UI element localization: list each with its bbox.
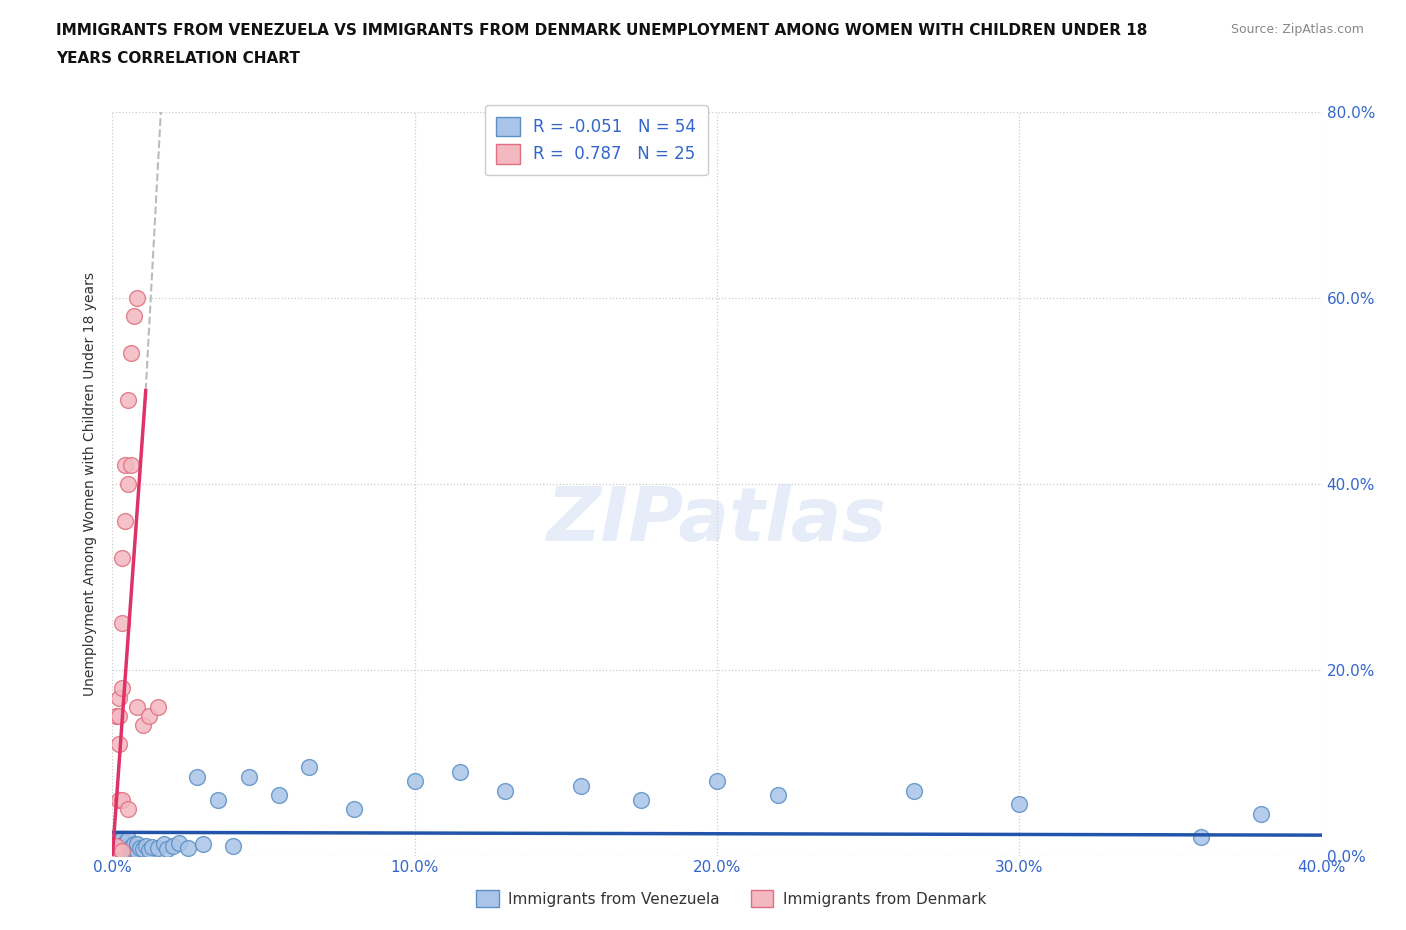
Point: [298, 760, 321, 775]
Point: [114, 458, 136, 472]
Point: [120, 346, 142, 361]
Point: [104, 841, 127, 856]
Point: [122, 843, 145, 857]
Legend: R = -0.051   N = 54, R =  0.787   N = 25: R = -0.051 N = 54, R = 0.787 N = 25: [485, 105, 707, 175]
Point: [117, 831, 139, 846]
Point: [125, 837, 148, 852]
Point: [120, 458, 142, 472]
Point: [207, 792, 229, 807]
Point: [120, 844, 142, 859]
Point: [104, 846, 127, 861]
Point: [125, 290, 148, 305]
Point: [1189, 830, 1212, 844]
Point: [120, 840, 142, 855]
Point: [110, 681, 132, 696]
Legend: Immigrants from Venezuela, Immigrants from Denmark: Immigrants from Venezuela, Immigrants fr…: [470, 884, 993, 913]
Point: [117, 802, 139, 817]
Text: Source: ZipAtlas.com: Source: ZipAtlas.com: [1230, 23, 1364, 36]
Point: [110, 792, 132, 807]
Point: [177, 841, 200, 856]
Point: [110, 837, 132, 852]
Point: [135, 839, 157, 854]
Point: [125, 699, 148, 714]
Point: [107, 690, 129, 705]
Point: [110, 616, 132, 631]
Point: [104, 709, 127, 724]
Point: [107, 709, 129, 724]
Point: [146, 699, 169, 714]
Point: [107, 834, 129, 849]
Point: [167, 835, 190, 850]
Point: [107, 839, 129, 854]
Point: [107, 845, 129, 860]
Point: [156, 842, 179, 857]
Point: [404, 774, 426, 789]
Point: [186, 769, 208, 784]
Point: [114, 841, 136, 856]
Point: [104, 844, 127, 858]
Point: [138, 709, 160, 724]
Point: [114, 845, 136, 860]
Point: [128, 841, 150, 856]
Point: [110, 831, 132, 846]
Point: [141, 840, 163, 855]
Text: ZIPatlas: ZIPatlas: [547, 485, 887, 557]
Point: [132, 718, 155, 733]
Point: [222, 839, 245, 854]
Point: [110, 844, 132, 858]
Point: [107, 792, 129, 807]
Point: [117, 844, 139, 858]
Point: [343, 802, 366, 817]
Point: [146, 841, 169, 856]
Point: [903, 783, 925, 798]
Point: [117, 392, 139, 407]
Text: IMMIGRANTS FROM VENEZUELA VS IMMIGRANTS FROM DENMARK UNEMPLOYMENT AMONG WOMEN WI: IMMIGRANTS FROM VENEZUELA VS IMMIGRANTS …: [56, 23, 1147, 38]
Point: [162, 839, 184, 854]
Point: [125, 844, 148, 858]
Point: [449, 764, 471, 779]
Point: [1250, 806, 1272, 821]
Point: [706, 774, 728, 789]
Point: [1008, 797, 1031, 812]
Point: [191, 837, 214, 852]
Point: [110, 551, 132, 565]
Point: [110, 842, 132, 857]
Point: [104, 837, 127, 852]
Point: [132, 842, 155, 857]
Point: [122, 309, 145, 324]
Point: [122, 836, 145, 851]
Y-axis label: Unemployment Among Women with Children Under 18 years: Unemployment Among Women with Children U…: [83, 272, 97, 696]
Point: [630, 792, 652, 807]
Point: [104, 839, 127, 854]
Point: [107, 843, 129, 857]
Point: [117, 476, 139, 491]
Point: [153, 837, 176, 852]
Text: YEARS CORRELATION CHART: YEARS CORRELATION CHART: [56, 51, 299, 66]
Point: [569, 778, 592, 793]
Point: [267, 788, 290, 803]
Point: [114, 513, 136, 528]
Point: [107, 737, 129, 751]
Point: [766, 788, 789, 803]
Point: [110, 844, 132, 859]
Point: [114, 835, 136, 850]
Point: [495, 783, 517, 798]
Point: [138, 843, 160, 857]
Point: [238, 769, 260, 784]
Point: [117, 839, 139, 854]
Point: [104, 844, 127, 858]
